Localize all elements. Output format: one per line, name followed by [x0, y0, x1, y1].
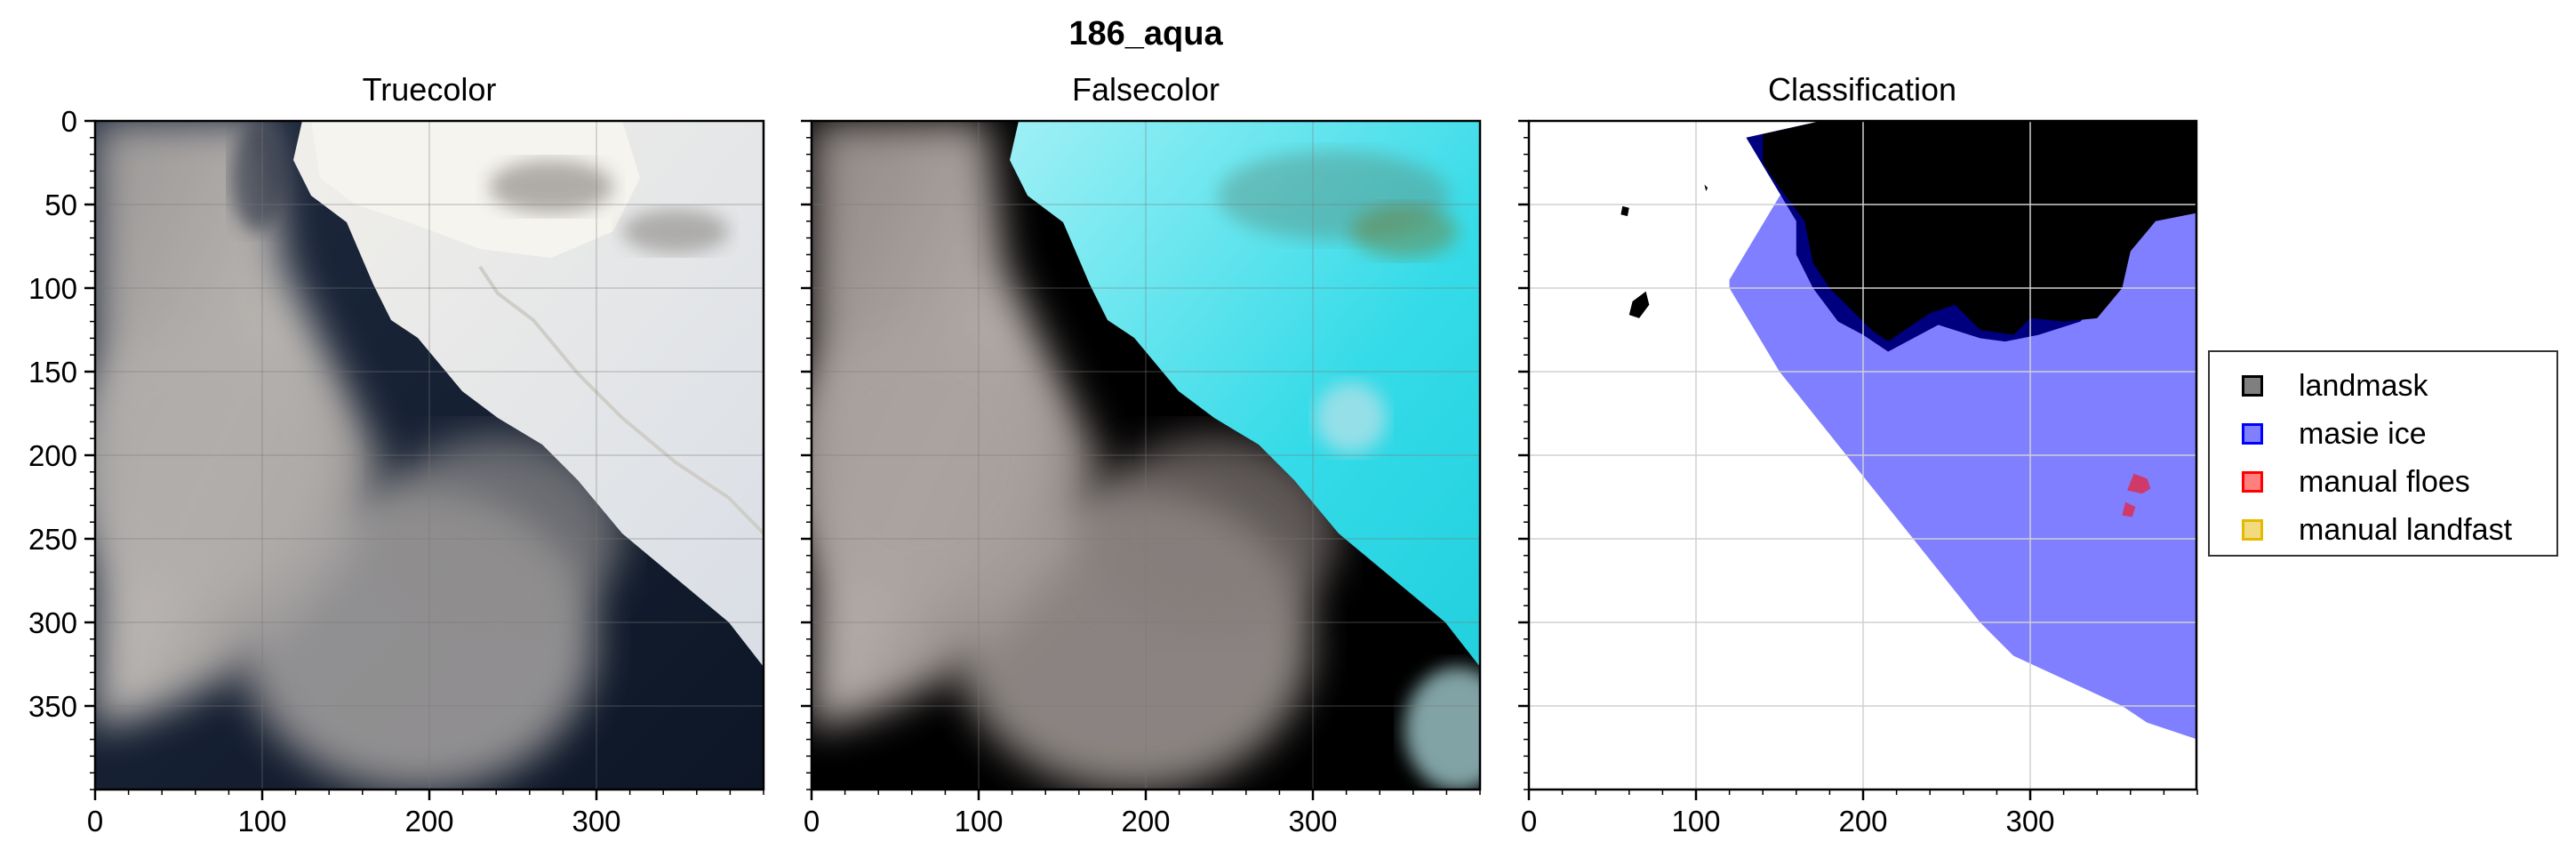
classification-panel: 0 100 200 300 Classification [1518, 71, 2198, 838]
truecolor-panel: 0 100 200 300 0 50 100 150 200 250 300 350 Truecol… [28, 71, 765, 838]
classification-yaxis [1518, 119, 1529, 790]
classification-title: Classification [1768, 71, 1956, 108]
xtick-label: 0 [1521, 805, 1537, 838]
ytick-label: 200 [28, 439, 77, 472]
landmask-speck [1628, 291, 1650, 318]
xtick-label: 200 [1838, 805, 1887, 838]
ytick-label: 0 [61, 105, 77, 138]
legend-item: manual landfast [2242, 512, 2512, 548]
classification-xaxis: 0 100 200 300 [1521, 790, 2198, 838]
legend-label: masie ice [2299, 416, 2427, 451]
legend-item: manual floes [2242, 464, 2470, 500]
xtick-label: 100 [954, 805, 1003, 838]
legend: landmask masie ice manual floes manual land… [2208, 350, 2558, 557]
xtick-label: 100 [237, 805, 286, 838]
xtick-label: 0 [804, 805, 820, 838]
landmask-region [1763, 121, 2196, 342]
xtick-label: 0 [87, 805, 103, 838]
falsecolor-grid [811, 120, 1480, 790]
legend-label: manual floes [2299, 464, 2470, 499]
ytick-label: 350 [28, 690, 77, 723]
xtick-label: 200 [404, 805, 453, 838]
truecolor-title: Truecolor [363, 71, 497, 108]
figure-suptitle: 186_aqua [1068, 15, 1223, 52]
legend-swatch [2242, 519, 2263, 541]
falsecolor-xaxis: 0 100 200 300 [804, 790, 1481, 838]
falsecolor-panel: 0 100 200 300 Falsecolor [801, 71, 1482, 838]
xtick-label: 200 [1121, 805, 1170, 838]
legend-item: masie ice [2242, 416, 2427, 452]
manual-floe-region [2122, 501, 2136, 517]
classification-grid [1528, 120, 2197, 790]
legend-swatch [2242, 375, 2263, 397]
truecolor-yaxis: 0 50 100 150 200 250 300 350 [28, 105, 95, 790]
legend-label: landmask [2299, 368, 2428, 403]
ytick-label: 50 [44, 188, 77, 221]
ytick-label: 150 [28, 356, 77, 389]
ytick-label: 250 [28, 523, 77, 556]
ytick-label: 100 [28, 272, 77, 305]
falsecolor-title: Falsecolor [1072, 71, 1220, 108]
falsecolor-yaxis [801, 119, 812, 790]
xtick-label: 100 [1671, 805, 1720, 838]
truecolor-image [95, 121, 764, 790]
landmask-speck [1620, 205, 1629, 217]
legend-label: manual landfast [2299, 512, 2513, 547]
legend-item: landmask [2242, 368, 2428, 404]
landmask-speck [1704, 184, 1708, 191]
manual-floe-region [2127, 473, 2151, 494]
falsecolor-image [812, 121, 1480, 790]
legend-swatch [2242, 471, 2263, 493]
xtick-label: 300 [1288, 805, 1337, 838]
xtick-label: 300 [2005, 805, 2054, 838]
ytick-label: 300 [28, 606, 77, 639]
truecolor-xaxis: 0 100 200 300 [87, 790, 764, 838]
xtick-label: 300 [572, 805, 620, 838]
legend-swatch [2242, 423, 2263, 445]
